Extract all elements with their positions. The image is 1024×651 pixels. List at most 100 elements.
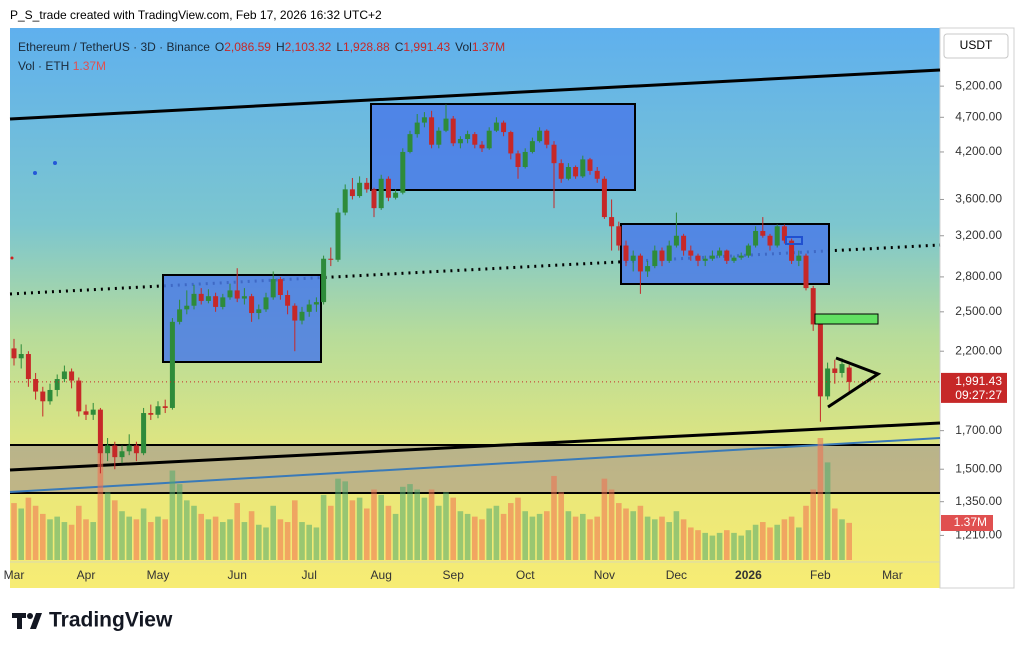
candle-body bbox=[364, 182, 370, 190]
candle-body bbox=[616, 226, 622, 246]
candle-body bbox=[767, 235, 773, 246]
legend-key: H bbox=[275, 40, 285, 54]
volume-bar bbox=[83, 519, 89, 560]
volume-bar bbox=[126, 516, 132, 560]
volume-bar bbox=[54, 516, 60, 560]
volume-bar bbox=[472, 516, 478, 560]
volume-bar bbox=[738, 535, 744, 560]
candle-body bbox=[724, 250, 730, 261]
currency[interactable]: USDT bbox=[960, 38, 993, 52]
x-tick-label: May bbox=[147, 568, 170, 582]
volume-bar bbox=[256, 524, 262, 560]
volume-bar bbox=[788, 516, 795, 560]
volume-bar bbox=[385, 505, 392, 560]
candle-body bbox=[335, 212, 341, 260]
volume-bar bbox=[508, 503, 514, 560]
candle-body bbox=[544, 130, 550, 145]
candle-body bbox=[184, 305, 190, 310]
volume-bar bbox=[688, 527, 694, 560]
x-tick-label: Sep bbox=[443, 568, 465, 582]
volume-bar bbox=[198, 513, 204, 560]
candle-body bbox=[148, 413, 154, 415]
volume-bar bbox=[486, 508, 492, 560]
candle-body bbox=[695, 255, 701, 261]
small-box bbox=[785, 236, 803, 245]
x-tick-label: Jul bbox=[302, 568, 317, 582]
candle-body bbox=[645, 266, 651, 272]
candle-body bbox=[162, 406, 168, 408]
candle-body bbox=[731, 257, 737, 261]
y-tick-label: 5,200.00 bbox=[955, 78, 1002, 92]
candle-body bbox=[249, 296, 255, 314]
candle-body bbox=[479, 144, 485, 149]
legend-value: 1.37M bbox=[471, 40, 506, 54]
candle-body bbox=[702, 258, 708, 261]
candle-body bbox=[105, 445, 111, 454]
candle-body bbox=[457, 139, 463, 144]
candle-body bbox=[529, 141, 535, 152]
legend-key: Vol bbox=[455, 40, 472, 54]
trend-line bbox=[9, 437, 941, 493]
currency-button[interactable] bbox=[943, 33, 1009, 59]
volume-bar bbox=[436, 505, 442, 560]
candle-body bbox=[25, 354, 31, 380]
countdown: 09:27:27 bbox=[955, 388, 1002, 402]
candle-body bbox=[198, 293, 204, 301]
y-tick-label: 1,700.00 bbox=[955, 423, 1002, 437]
volume-bar bbox=[162, 519, 168, 560]
x-tick-label: Jun bbox=[228, 568, 247, 582]
volume-bar bbox=[241, 522, 248, 560]
volume-bar bbox=[652, 519, 658, 560]
volume-bar bbox=[112, 500, 118, 560]
price-axis bbox=[939, 27, 1015, 589]
volume-bar bbox=[587, 519, 593, 560]
candle-body bbox=[256, 309, 262, 314]
candle-body bbox=[371, 189, 377, 209]
volume-bar bbox=[601, 478, 608, 560]
legend-value: 2,103.32 bbox=[284, 40, 332, 54]
x-tick-label: Nov bbox=[594, 568, 615, 582]
axes: 5,200.00 4,700.00 4,200.00 3,600.00 3,200.00… bbox=[4, 78, 1007, 582]
candle-body bbox=[501, 122, 507, 133]
x-tick-label: Dec bbox=[666, 568, 687, 582]
legend-value: 1,928.88 bbox=[343, 40, 390, 54]
volume-bar bbox=[25, 497, 32, 560]
volume-bar bbox=[832, 508, 838, 560]
logo-part bbox=[30, 613, 42, 629]
legend-key: L bbox=[336, 40, 344, 54]
candle-body bbox=[637, 255, 643, 272]
candle-body bbox=[774, 226, 780, 246]
volume-bar bbox=[133, 519, 140, 560]
candle-body bbox=[623, 245, 629, 261]
target-box bbox=[814, 313, 879, 325]
volume-bar bbox=[392, 513, 399, 560]
volume-bar bbox=[616, 503, 622, 560]
candle-body bbox=[839, 364, 845, 373]
candle-body bbox=[378, 178, 384, 209]
candle-body bbox=[11, 348, 17, 359]
candle-body bbox=[443, 118, 449, 131]
volume-bar bbox=[846, 522, 852, 560]
candle-body bbox=[90, 409, 96, 415]
volume-bar bbox=[313, 527, 320, 560]
candle-body bbox=[810, 288, 816, 325]
candle-body bbox=[169, 321, 175, 408]
x-tick-label: 2026 bbox=[735, 568, 762, 582]
volume-bar bbox=[644, 516, 651, 560]
volume-bar bbox=[666, 522, 672, 560]
overlay-drawings bbox=[785, 236, 882, 409]
candle-body bbox=[436, 130, 442, 145]
y-tick-label: 3,600.00 bbox=[955, 192, 1002, 206]
marker-dot bbox=[10, 256, 14, 260]
candle-body bbox=[141, 413, 147, 454]
volume-bar bbox=[176, 484, 183, 560]
candle-body bbox=[205, 296, 211, 301]
candle-body bbox=[421, 117, 427, 123]
candle-body bbox=[270, 279, 276, 298]
candle-body bbox=[342, 189, 348, 213]
candle-body bbox=[450, 118, 456, 144]
legend: Ethereum / TetherUS · 3D · Binance O2,086… bbox=[18, 38, 505, 76]
volume-bar bbox=[565, 511, 572, 560]
volume-bar bbox=[40, 513, 46, 560]
